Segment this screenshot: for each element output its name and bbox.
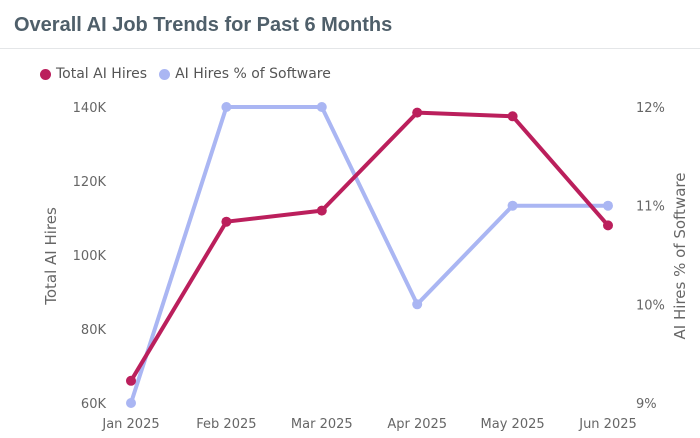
x-tick-label: May 2025: [481, 417, 545, 432]
x-axis-ticks: Jan 2025 Feb 2025 Mar 2025 Apr 2025 May 2025…: [101, 417, 636, 432]
legend-marker-total-ai-hires: [40, 68, 51, 80]
y-right-tick-label: 11%: [636, 200, 665, 215]
y-left-tick-label: 60K: [81, 397, 107, 412]
y-axis-left-label: Total AI Hires: [42, 207, 60, 306]
y-left-tick-label: 100K: [73, 249, 107, 264]
x-tick-label: Feb 2025: [196, 417, 256, 432]
y-axis-left-ticks: 140K 120K 100K 80K 60K: [73, 101, 107, 412]
title-divider: [0, 48, 700, 49]
chart-title: Overall AI Job Trends for Past 6 Months: [14, 14, 393, 36]
series-layer: [126, 102, 613, 408]
y-axis-right-label: AI Hires % of Software: [671, 173, 689, 340]
y-right-tick-label: 12%: [636, 101, 665, 116]
data-point-ai-hires-pct[interactable]: [412, 299, 423, 310]
data-point-total-ai-hires[interactable]: [126, 375, 136, 386]
x-tick-label: Mar 2025: [291, 417, 353, 432]
x-tick-label: Jun 2025: [578, 417, 637, 432]
y-left-tick-label: 140K: [73, 101, 107, 116]
data-point-ai-hires-pct[interactable]: [507, 200, 518, 211]
data-point-ai-hires-pct[interactable]: [603, 200, 613, 211]
x-tick-label: Apr 2025: [387, 417, 447, 432]
y-right-tick-label: 9%: [636, 397, 657, 412]
y-left-tick-label: 80K: [81, 323, 107, 338]
legend-label-total-ai-hires: Total AI Hires: [56, 66, 148, 82]
data-point-total-ai-hires[interactable]: [221, 216, 232, 227]
y-axis-right-ticks: 12% 11% 10% 9%: [636, 101, 665, 412]
legend: Total AI Hires AI Hires % of Software: [40, 66, 343, 82]
legend-item-ai-hires-pct[interactable]: AI Hires % of Software: [159, 66, 331, 82]
data-point-total-ai-hires[interactable]: [412, 107, 423, 118]
data-point-total-ai-hires[interactable]: [603, 220, 613, 231]
legend-item-total-ai-hires[interactable]: Total AI Hires: [40, 66, 147, 82]
series-ai-hires-pct: [126, 102, 613, 408]
series-total-ai-hires: [126, 107, 613, 386]
x-tick-label: Jan 2025: [101, 417, 159, 432]
legend-marker-ai-hires-pct: [159, 68, 171, 80]
series-line-ai-hires-pct: [129, 105, 610, 405]
y-right-tick-label: 10%: [636, 298, 665, 313]
legend-label-ai-hires-pct: AI Hires % of Software: [175, 66, 331, 82]
data-point-ai-hires-pct[interactable]: [316, 102, 327, 112]
series-line-total-ai-hires: [129, 110, 610, 383]
data-point-total-ai-hires[interactable]: [507, 111, 518, 122]
data-point-ai-hires-pct[interactable]: [126, 398, 136, 408]
data-point-ai-hires-pct[interactable]: [221, 102, 232, 112]
y-left-tick-label: 120K: [73, 175, 107, 190]
data-point-total-ai-hires[interactable]: [316, 205, 327, 216]
